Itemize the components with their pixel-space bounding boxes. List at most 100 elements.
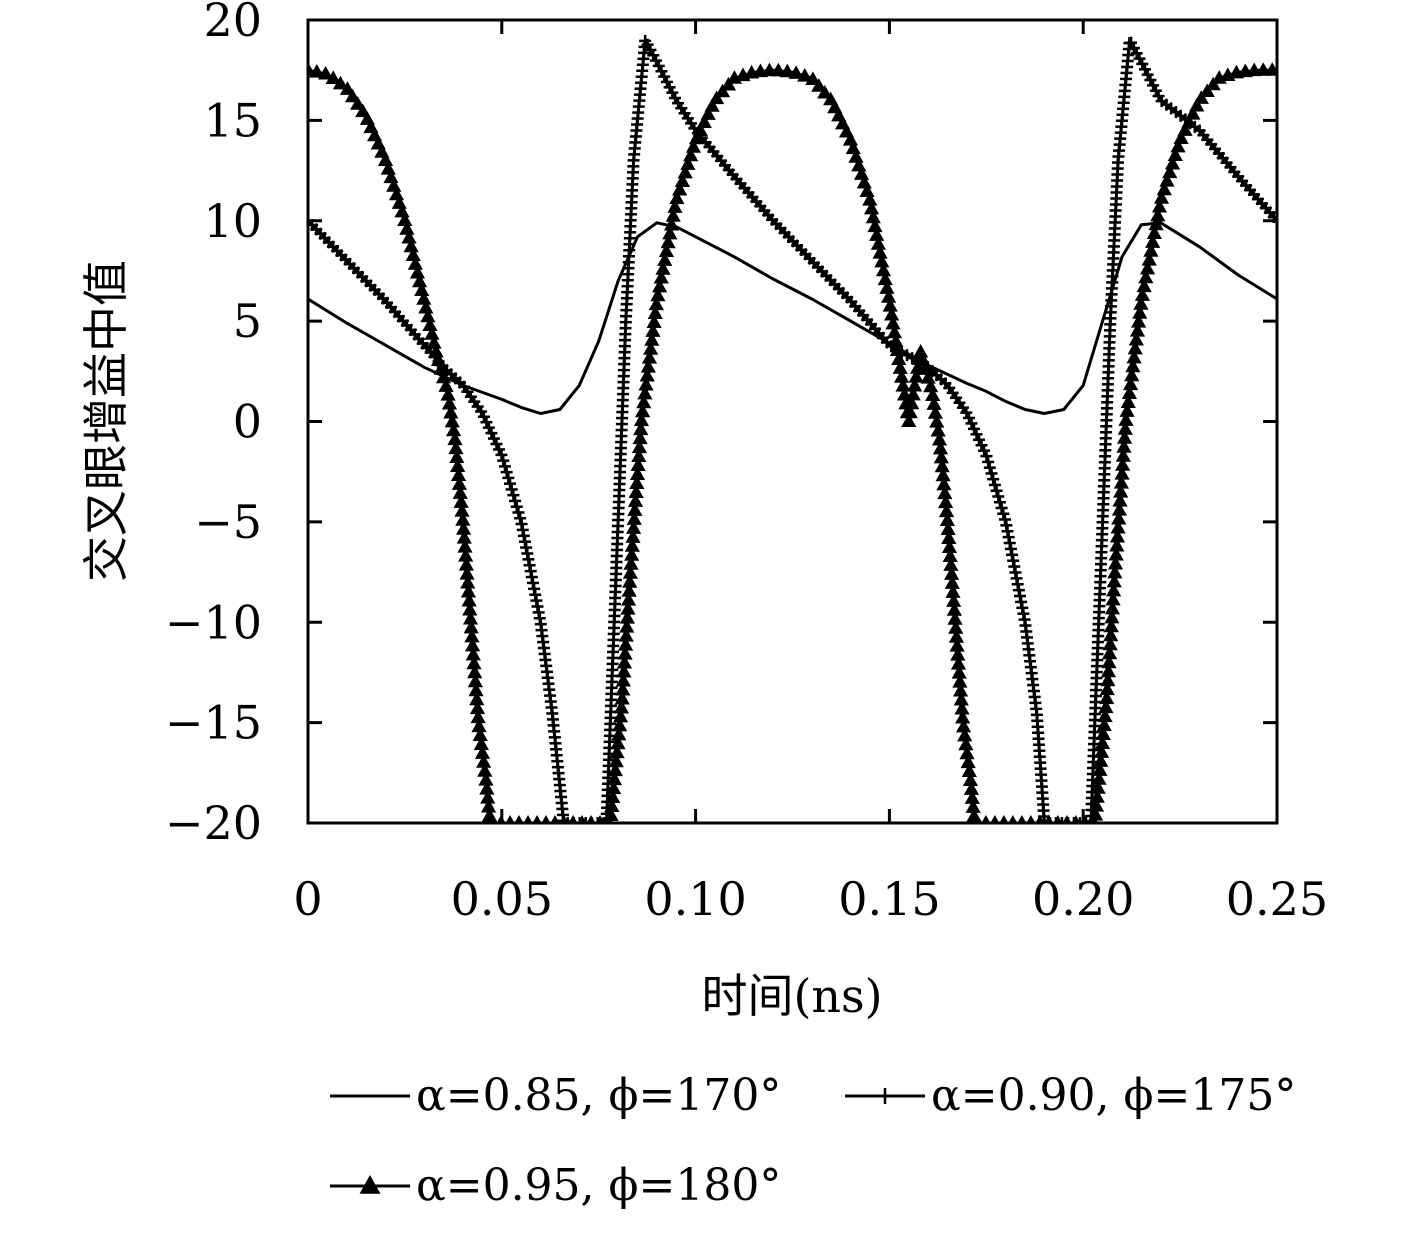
- triangle-marker: [388, 186, 405, 201]
- triangle-marker: [468, 682, 484, 697]
- triangle-marker: [1107, 555, 1124, 570]
- triangle-marker: [469, 691, 485, 706]
- triangle-marker: [1035, 815, 1045, 823]
- triangle-marker: [1117, 430, 1133, 444]
- y-tick-label: −5: [194, 495, 262, 549]
- triangle-marker: [1116, 439, 1132, 453]
- series-3: [308, 62, 1277, 823]
- triangle-marker: [1094, 744, 1110, 758]
- legend: α=0.85, ϕ=170° α=0.90, ϕ=175° α=0.95, ϕ=18…: [330, 1070, 1296, 1211]
- triangle-marker: [481, 798, 497, 813]
- triangle-marker: [651, 278, 668, 293]
- triangle-marker: [1148, 216, 1164, 231]
- triangle-marker: [617, 645, 633, 660]
- triangle-marker: [441, 395, 458, 410]
- triangle-marker: [1088, 798, 1105, 812]
- triangle-marker: [908, 369, 924, 383]
- triangle-marker: [943, 566, 960, 580]
- triangle-marker: [1117, 421, 1133, 435]
- triangle-marker: [915, 352, 931, 367]
- triangle-marker: [318, 65, 334, 80]
- triangle-marker: [577, 815, 587, 823]
- triangle-marker: [479, 781, 495, 795]
- triangle-marker: [403, 238, 419, 253]
- triangle-marker: [918, 361, 934, 375]
- triangle-marker: [811, 78, 827, 92]
- triangle-marker: [1091, 771, 1107, 785]
- legend-item: α=0.85, ϕ=170°: [330, 1070, 781, 1121]
- triangle-marker: [946, 602, 962, 616]
- triangle-marker: [672, 181, 688, 196]
- triangle-marker: [1092, 762, 1108, 776]
- triangle-marker: [1181, 114, 1197, 128]
- triangle-marker: [637, 385, 653, 400]
- triangle-marker: [856, 174, 872, 189]
- triangle-marker: [467, 664, 483, 679]
- triangle-marker: [514, 815, 524, 823]
- triangle-marker: [957, 727, 973, 742]
- triangle-marker: [949, 638, 965, 652]
- triangle-marker: [633, 421, 649, 436]
- triangle-marker: [788, 65, 804, 79]
- triangle-marker: [1134, 287, 1151, 301]
- triangle-marker: [641, 350, 658, 364]
- triangle-marker: [901, 413, 917, 428]
- triangle-marker: [655, 261, 671, 275]
- triangle-marker: [460, 574, 476, 589]
- triangle-marker: [1102, 636, 1118, 651]
- triangle-marker: [647, 305, 663, 320]
- triangle-marker: [1129, 322, 1146, 337]
- triangle-marker: [881, 289, 897, 303]
- triangle-marker: [622, 574, 638, 588]
- triangle-marker: [452, 485, 468, 499]
- triangle-marker: [958, 736, 974, 751]
- triangle-marker: [456, 530, 472, 544]
- triangle-marker: [938, 503, 955, 518]
- triangle-marker: [607, 762, 623, 777]
- legend-label: α=0.90, ϕ=175°: [931, 1070, 1296, 1121]
- triangle-marker: [688, 130, 705, 145]
- triangle-marker: [454, 503, 470, 517]
- triangle-marker: [630, 457, 646, 472]
- triangle-marker: [945, 584, 961, 598]
- triangle-marker: [1109, 537, 1125, 552]
- triangle-marker: [1090, 780, 1106, 794]
- triangle-marker: [401, 229, 417, 244]
- triangle-marker: [1110, 519, 1126, 534]
- triangle-marker: [1100, 663, 1117, 678]
- triangle-marker: [894, 369, 910, 383]
- triangle-marker: [1093, 753, 1109, 767]
- triangle-marker: [1159, 173, 1175, 187]
- triangle-marker: [932, 440, 949, 455]
- triangle-marker: [455, 512, 471, 526]
- triangle-marker: [635, 403, 651, 418]
- triangle-marker: [1150, 207, 1166, 222]
- triangle-marker: [663, 216, 680, 231]
- triangle-marker: [453, 494, 469, 508]
- triangle-marker: [1114, 466, 1130, 480]
- triangle-marker: [950, 656, 967, 670]
- triangle-marker: [445, 422, 462, 437]
- triangle-marker: [612, 708, 629, 723]
- triangle-marker: [1104, 609, 1120, 624]
- x-tick-label: 0: [293, 872, 322, 926]
- triangle-marker: [1111, 501, 1128, 516]
- y-tick-label: 20: [203, 0, 262, 47]
- triangle-marker: [1138, 269, 1154, 284]
- triangle-marker: [440, 387, 456, 401]
- triangle-marker: [677, 164, 693, 179]
- triangle-marker: [465, 646, 481, 661]
- triangle-marker: [472, 727, 488, 742]
- triangle-marker: [1141, 251, 1157, 266]
- triangle-marker: [920, 369, 936, 384]
- series-2: [308, 34, 1277, 823]
- triangle-marker: [1264, 62, 1277, 76]
- triangle-marker: [462, 601, 478, 616]
- triangle-marker: [1125, 358, 1141, 373]
- triangle-marker: [616, 654, 633, 669]
- triangle-marker: [359, 1175, 381, 1194]
- triangle-marker: [938, 494, 954, 509]
- triangle-marker: [383, 169, 399, 184]
- triangle-marker: [685, 139, 702, 153]
- triangle-marker: [1094, 735, 1111, 749]
